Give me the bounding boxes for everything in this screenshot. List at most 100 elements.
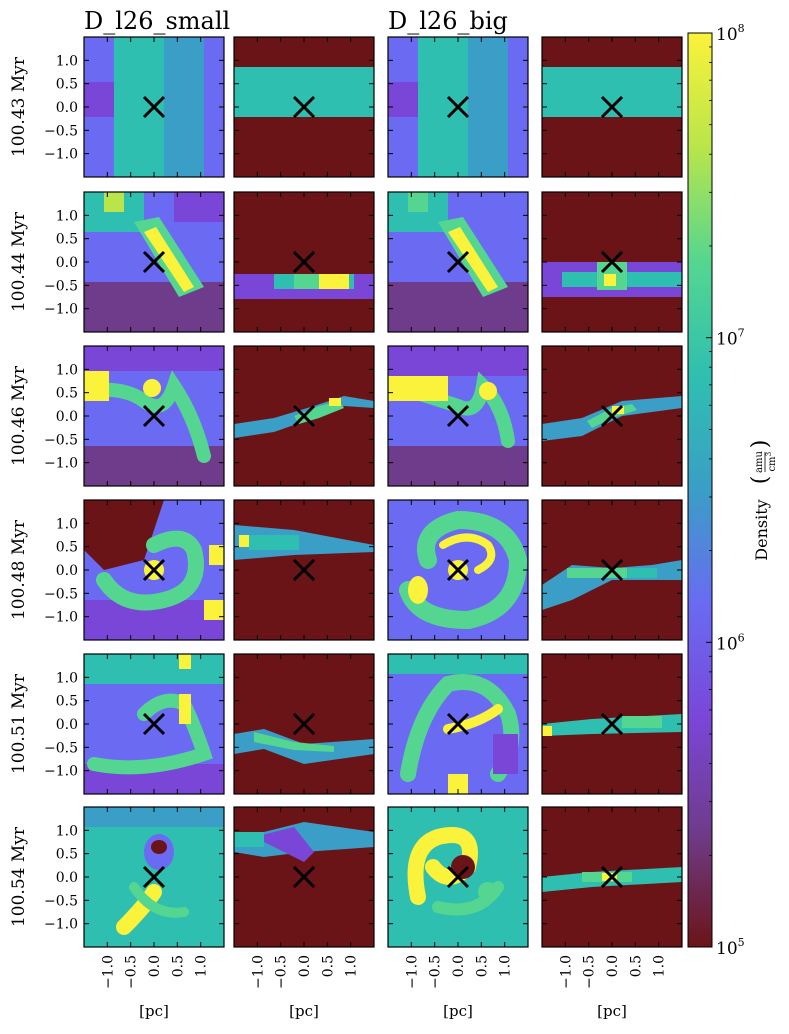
center-marker [446,558,470,582]
density-map [84,192,224,332]
center-marker [600,95,624,119]
x-tick-label: −0.5 [582,955,598,989]
y-tick-label: 1.0 [56,823,78,839]
x-tick-label: −1.0 [100,955,116,989]
y-tick-label: −1.0 [44,917,78,933]
y-tick-label: −1.0 [44,302,78,318]
x-tick-label: 0.0 [605,955,621,977]
x-tick-label: −0.5 [274,955,290,989]
center-marker [142,250,166,274]
y-tick-label: −1.0 [44,147,78,163]
center-marker [600,712,624,736]
row-label: 100.46 Myr [9,365,29,466]
colorbar-paren-open: ( [748,476,773,485]
center-marker [600,865,624,889]
colorbar-tick-label: 106 [716,631,745,654]
y-tick-label: −1.0 [44,610,78,626]
y-tick-label: 1.0 [56,362,78,378]
y-tick-label: −0.5 [44,893,78,909]
density-panel [387,36,529,178]
density-map [84,37,224,177]
y-tick-label: 1.0 [56,670,78,686]
y-tick-label: −0.5 [44,123,78,139]
x-axis-label: [pc] [139,1002,169,1020]
x-tick-label: −1.0 [250,955,266,989]
row-label: 100.43 Myr [9,56,29,157]
x-tick-label: 1.0 [194,955,210,977]
x-tick-label: −0.5 [124,955,140,989]
colorbar-tick-base: 10 [716,634,738,654]
density-panel [83,806,225,948]
y-tick-label: 0.5 [56,77,78,93]
x-tick-label: −1.0 [558,955,574,989]
colorbar-tick-base: 10 [716,330,738,350]
y-tick-label: 0.0 [56,100,78,116]
colorbar-tick-base: 10 [716,939,738,959]
x-axis-label: [pc] [289,1002,319,1020]
density-panel [233,499,375,641]
y-tick-label: 0.0 [56,563,78,579]
density-panel [541,36,683,178]
density-panel [387,806,529,948]
colorbar-tick-label: 108 [716,22,745,45]
x-tick-label: 0.0 [297,955,313,977]
y-tick-label: 1.0 [56,208,78,224]
density-panel [387,499,529,641]
y-tick-label: −1.0 [44,764,78,780]
row-label: 100.54 Myr [9,826,29,927]
colorbar-gradient [687,32,713,948]
density-panel [387,653,529,795]
center-marker [292,865,316,889]
center-marker [446,404,470,428]
center-marker [446,865,470,889]
x-tick-label: −0.5 [428,955,444,989]
colorbar-tick-base: 10 [716,25,738,45]
center-marker [446,95,470,119]
colorbar-unit-exponent: 3 [765,452,773,456]
colorbar-unit-denominator: cm [767,456,778,472]
colorbar-tick-exponent: 6 [738,631,745,644]
density-map [234,192,374,332]
x-tick-label: 0.0 [451,955,467,977]
center-marker [600,558,624,582]
center-marker [142,865,166,889]
center-marker [600,250,624,274]
center-marker [446,712,470,736]
y-tick-label: −0.5 [44,586,78,602]
density-panel [83,345,225,487]
colorbar-tick-label: 105 [716,936,745,959]
center-marker [142,404,166,428]
y-tick-label: 0.5 [56,386,78,402]
density-panel [541,653,683,795]
y-tick-label: −1.0 [44,456,78,472]
y-tick-label: −0.5 [44,740,78,756]
x-tick-label: −1.0 [404,955,420,989]
density-panel [83,191,225,333]
x-tick-label: 0.5 [170,955,186,977]
row-label: 100.51 Myr [9,673,29,774]
y-tick-label: 0.5 [56,540,78,556]
colorbar-tick-label: 107 [716,327,745,350]
center-marker [600,404,624,428]
y-tick-label: 0.0 [56,409,78,425]
center-marker [292,558,316,582]
density-panel [541,345,683,487]
density-panel [541,191,683,333]
density-map [388,346,528,486]
density-panel [83,653,225,795]
column-title-big: D_l26_big [388,7,508,35]
center-marker [142,558,166,582]
y-tick-label: 0.5 [56,694,78,710]
density-panel [233,191,375,333]
density-panel [387,191,529,333]
y-tick-label: 0.0 [56,870,78,886]
center-marker [292,250,316,274]
x-tick-label: 0.5 [628,955,644,977]
row-label: 100.44 Myr [9,211,29,312]
density-map [542,192,682,332]
colorbar-label-text: Density [752,499,771,560]
density-panel [233,653,375,795]
y-tick-label: 0.0 [56,255,78,271]
